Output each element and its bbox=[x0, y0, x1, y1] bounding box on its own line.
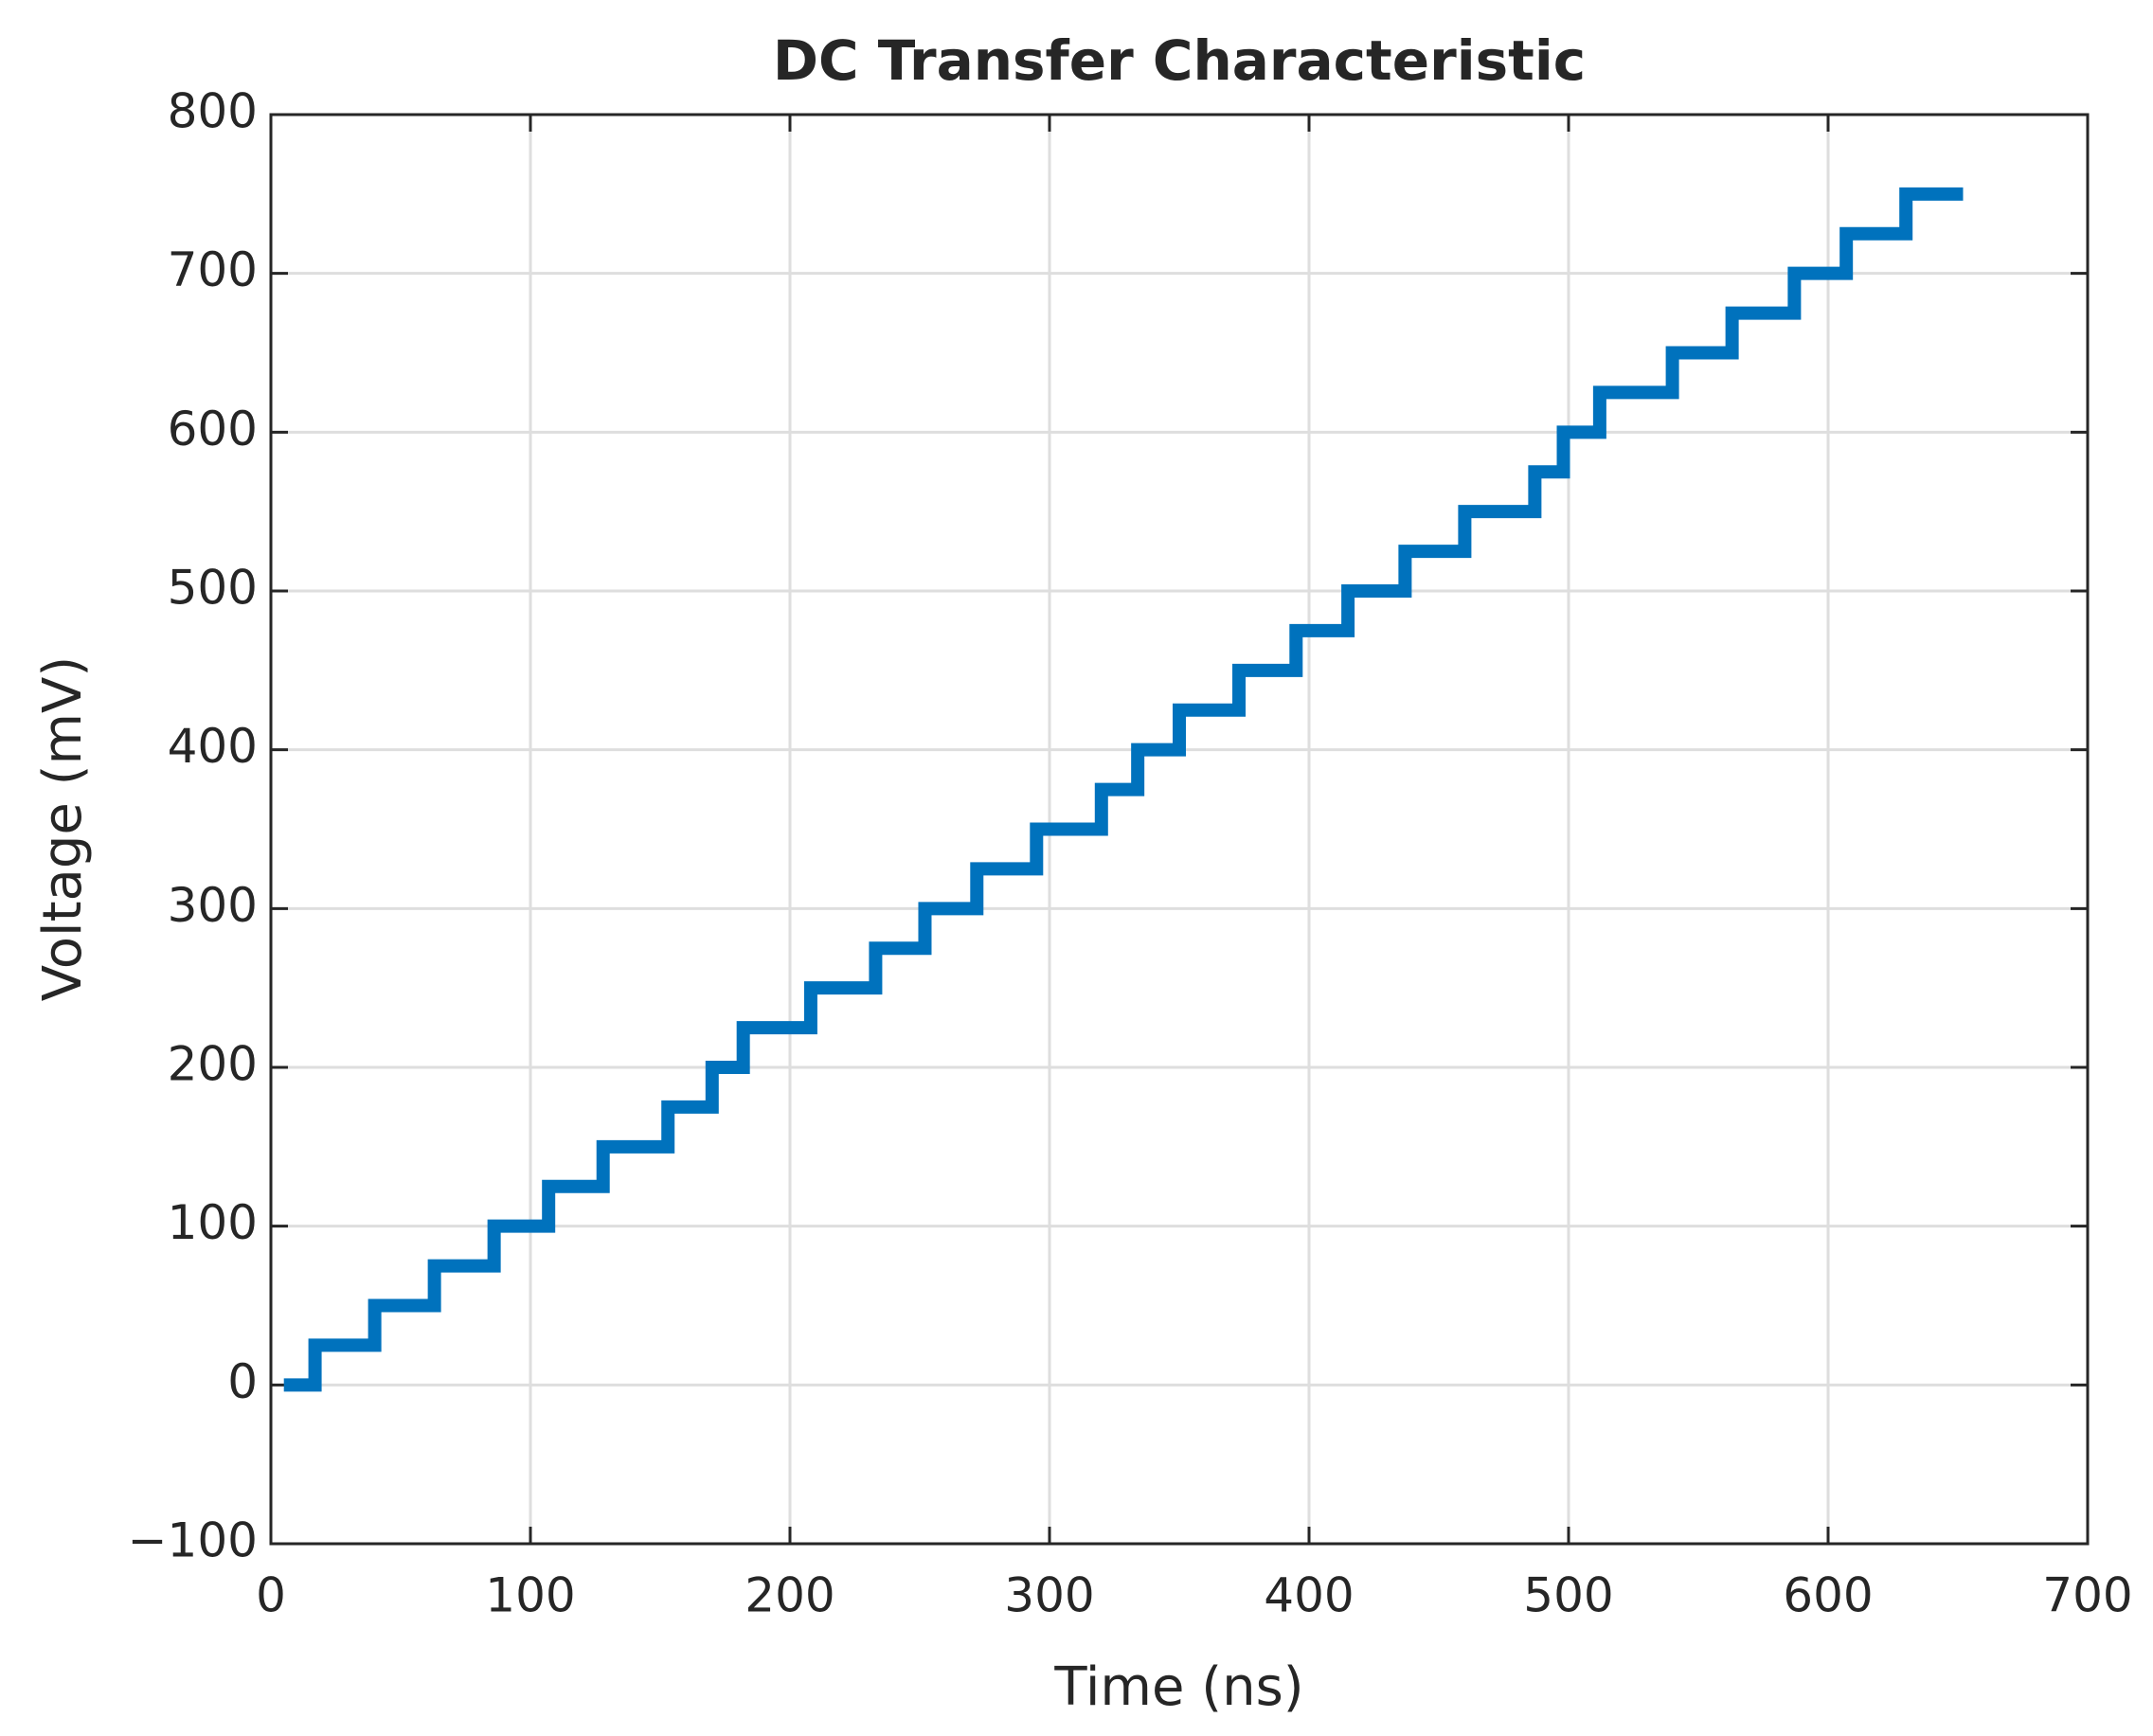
y-axis-label: Voltage (mV) bbox=[32, 656, 94, 1001]
y-tick-label: 0 bbox=[227, 1354, 258, 1409]
y-tick-label: 400 bbox=[168, 719, 258, 774]
x-tick-label: 100 bbox=[485, 1568, 575, 1623]
x-tick-label: 600 bbox=[1783, 1568, 1873, 1623]
x-axis-label: Time (ns) bbox=[1053, 1656, 1303, 1718]
chart-title: DC Transfer Characteristic bbox=[773, 28, 1586, 93]
x-tick-label: 700 bbox=[2042, 1568, 2132, 1623]
plot-frame bbox=[269, 113, 2090, 1546]
x-tick-label: 0 bbox=[256, 1568, 286, 1623]
y-tick-label: 800 bbox=[168, 84, 258, 139]
x-tick-label: 500 bbox=[1523, 1568, 1613, 1623]
y-tick-label: −100 bbox=[128, 1513, 258, 1568]
data-line bbox=[283, 187, 1964, 1392]
y-tick-label: 500 bbox=[168, 561, 258, 616]
x-tick-label: 200 bbox=[745, 1568, 834, 1623]
x-tick-label: 400 bbox=[1264, 1568, 1354, 1623]
x-tick-label: 300 bbox=[1004, 1568, 1094, 1623]
y-tick-label: 700 bbox=[168, 242, 258, 297]
y-tick-label: 100 bbox=[168, 1195, 258, 1250]
y-tick-label: 300 bbox=[168, 878, 258, 933]
y-tick-label: 200 bbox=[168, 1037, 258, 1092]
y-tick-label: 600 bbox=[168, 402, 258, 456]
